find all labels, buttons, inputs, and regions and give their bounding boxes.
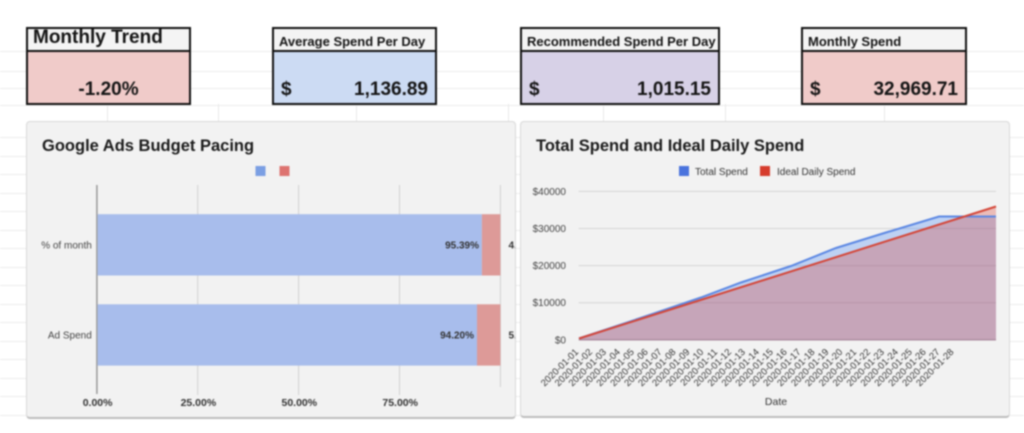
svg-text:50.00%: 50.00% <box>281 397 317 409</box>
svg-text:5.80%: 5.80% <box>509 331 516 342</box>
svg-text:Google Ads Budget Pacing: Google Ads Budget Pacing <box>42 137 254 155</box>
svg-text:Ad Spend: Ad Spend <box>48 331 92 342</box>
svg-text:75.00%: 75.00% <box>382 397 418 409</box>
svg-text:$10000: $10000 <box>533 298 567 309</box>
svg-text:Date: Date <box>765 396 787 408</box>
svg-text:95.39%: 95.39% <box>445 241 479 252</box>
svg-text:0.00%: 0.00% <box>83 397 113 409</box>
svg-text:Ideal Daily Spend: Ideal Daily Spend <box>777 167 855 178</box>
svg-text:$30000: $30000 <box>533 224 567 235</box>
svg-text:25.00%: 25.00% <box>181 397 217 409</box>
svg-text:$40000: $40000 <box>533 187 567 198</box>
svg-text:% of month: % of month <box>41 241 92 252</box>
svg-text:4.61%: 4.61% <box>509 241 516 252</box>
svg-text:Total Spend: Total Spend <box>695 167 748 178</box>
svg-text:$0: $0 <box>555 335 567 346</box>
svg-text:94.20%: 94.20% <box>440 331 474 342</box>
svg-text:$20000: $20000 <box>533 261 567 272</box>
svg-text:Total Spend and Ideal Daily Sp: Total Spend and Ideal Daily Spend <box>536 137 804 155</box>
